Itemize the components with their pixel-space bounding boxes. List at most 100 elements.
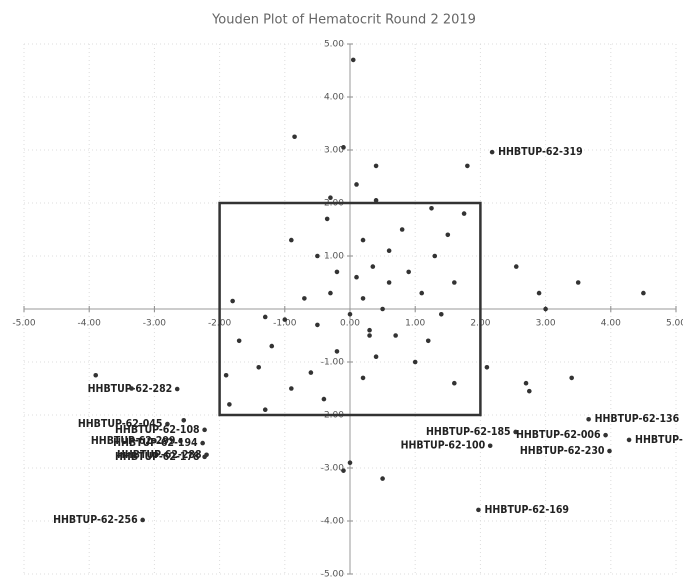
point — [315, 254, 320, 259]
point — [325, 217, 330, 222]
point — [309, 370, 314, 375]
point-label: HHBTUP-62-256 — [53, 514, 138, 526]
point — [380, 307, 385, 312]
point — [328, 195, 333, 200]
point — [452, 280, 457, 285]
point — [569, 376, 574, 381]
point — [328, 291, 333, 296]
point-label: HHBTUP-62-108 — [115, 424, 200, 436]
point — [289, 238, 294, 243]
point — [202, 428, 207, 433]
point — [204, 452, 209, 457]
point — [283, 317, 288, 322]
point — [524, 381, 529, 386]
point — [224, 373, 229, 378]
point — [413, 360, 418, 365]
x-tick-label: 5.00 — [666, 319, 683, 329]
point — [603, 433, 608, 438]
point — [446, 233, 451, 238]
point-label: HHBTUP-62-288 — [117, 449, 202, 461]
point-label: HHBTUP-62-006 — [516, 429, 601, 441]
point — [432, 254, 437, 259]
point — [527, 389, 532, 394]
point-label: HHBTUP-62-319 — [498, 146, 583, 158]
point-label: HHBTUP-62-136 — [595, 413, 680, 425]
point — [380, 476, 385, 481]
point — [537, 291, 542, 296]
point — [263, 407, 268, 412]
point — [348, 312, 353, 317]
point — [341, 145, 346, 150]
point — [374, 198, 379, 203]
point — [175, 387, 180, 392]
x-tick-label: 1.00 — [405, 319, 425, 329]
x-tick-label: -5.00 — [12, 319, 36, 329]
point — [400, 227, 405, 232]
point — [488, 443, 493, 448]
point — [335, 270, 340, 275]
chart-title: Youden Plot of Hematocrit Round 2 2019 — [211, 13, 476, 28]
point — [576, 280, 581, 285]
point — [292, 134, 297, 139]
point — [335, 349, 340, 354]
point — [462, 211, 467, 216]
point — [426, 339, 431, 344]
point — [641, 291, 646, 296]
point-label: HHBTUP-62-185 — [426, 426, 511, 438]
x-tick-label: 3.00 — [536, 319, 556, 329]
point — [181, 418, 186, 423]
point — [315, 323, 320, 328]
point — [514, 264, 519, 269]
point-label: HHBTUP-62-194 — [113, 437, 198, 449]
point — [289, 386, 294, 391]
point — [387, 248, 392, 253]
point — [230, 299, 235, 304]
point — [269, 344, 274, 349]
point — [140, 518, 145, 523]
point — [361, 376, 366, 381]
y-tick-label: 4.00 — [324, 93, 344, 103]
point — [374, 164, 379, 169]
y-tick-label: 5.00 — [324, 40, 344, 50]
point — [227, 402, 232, 407]
point — [361, 296, 366, 301]
point-label: HHBTUP-62-27 — [635, 434, 683, 446]
point — [627, 438, 632, 443]
y-tick-label: 1.00 — [324, 252, 344, 262]
point — [607, 449, 612, 454]
x-tick-label: -3.00 — [143, 319, 167, 329]
point — [371, 264, 376, 269]
point — [200, 441, 205, 446]
point — [348, 460, 353, 465]
point — [387, 280, 392, 285]
point — [490, 150, 495, 155]
point — [354, 275, 359, 280]
point — [429, 206, 434, 211]
y-tick-label: -4.00 — [321, 517, 345, 527]
x-tick-label: -4.00 — [78, 319, 102, 329]
point — [237, 339, 242, 344]
y-tick-label: -1.00 — [321, 358, 345, 368]
point — [476, 508, 481, 513]
point — [129, 386, 134, 391]
point — [406, 270, 411, 275]
point — [263, 315, 268, 320]
chart: Youden Plot of Hematocrit Round 2 2019 -… — [0, 0, 683, 587]
y-tick-label: -3.00 — [321, 464, 345, 474]
y-tick-label: -5.00 — [321, 570, 345, 580]
point — [322, 397, 327, 402]
point — [419, 291, 424, 296]
point-label: HHBTUP-62-169 — [484, 504, 569, 516]
point-label: HHBTUP-62-100 — [401, 440, 486, 452]
point — [93, 373, 98, 378]
point — [374, 354, 379, 359]
point — [586, 417, 591, 422]
point — [256, 365, 261, 370]
point — [354, 182, 359, 187]
point — [302, 296, 307, 301]
point — [485, 365, 490, 370]
x-tick-label: 4.00 — [601, 319, 621, 329]
point — [465, 164, 470, 169]
point — [543, 307, 548, 312]
point — [361, 238, 366, 243]
